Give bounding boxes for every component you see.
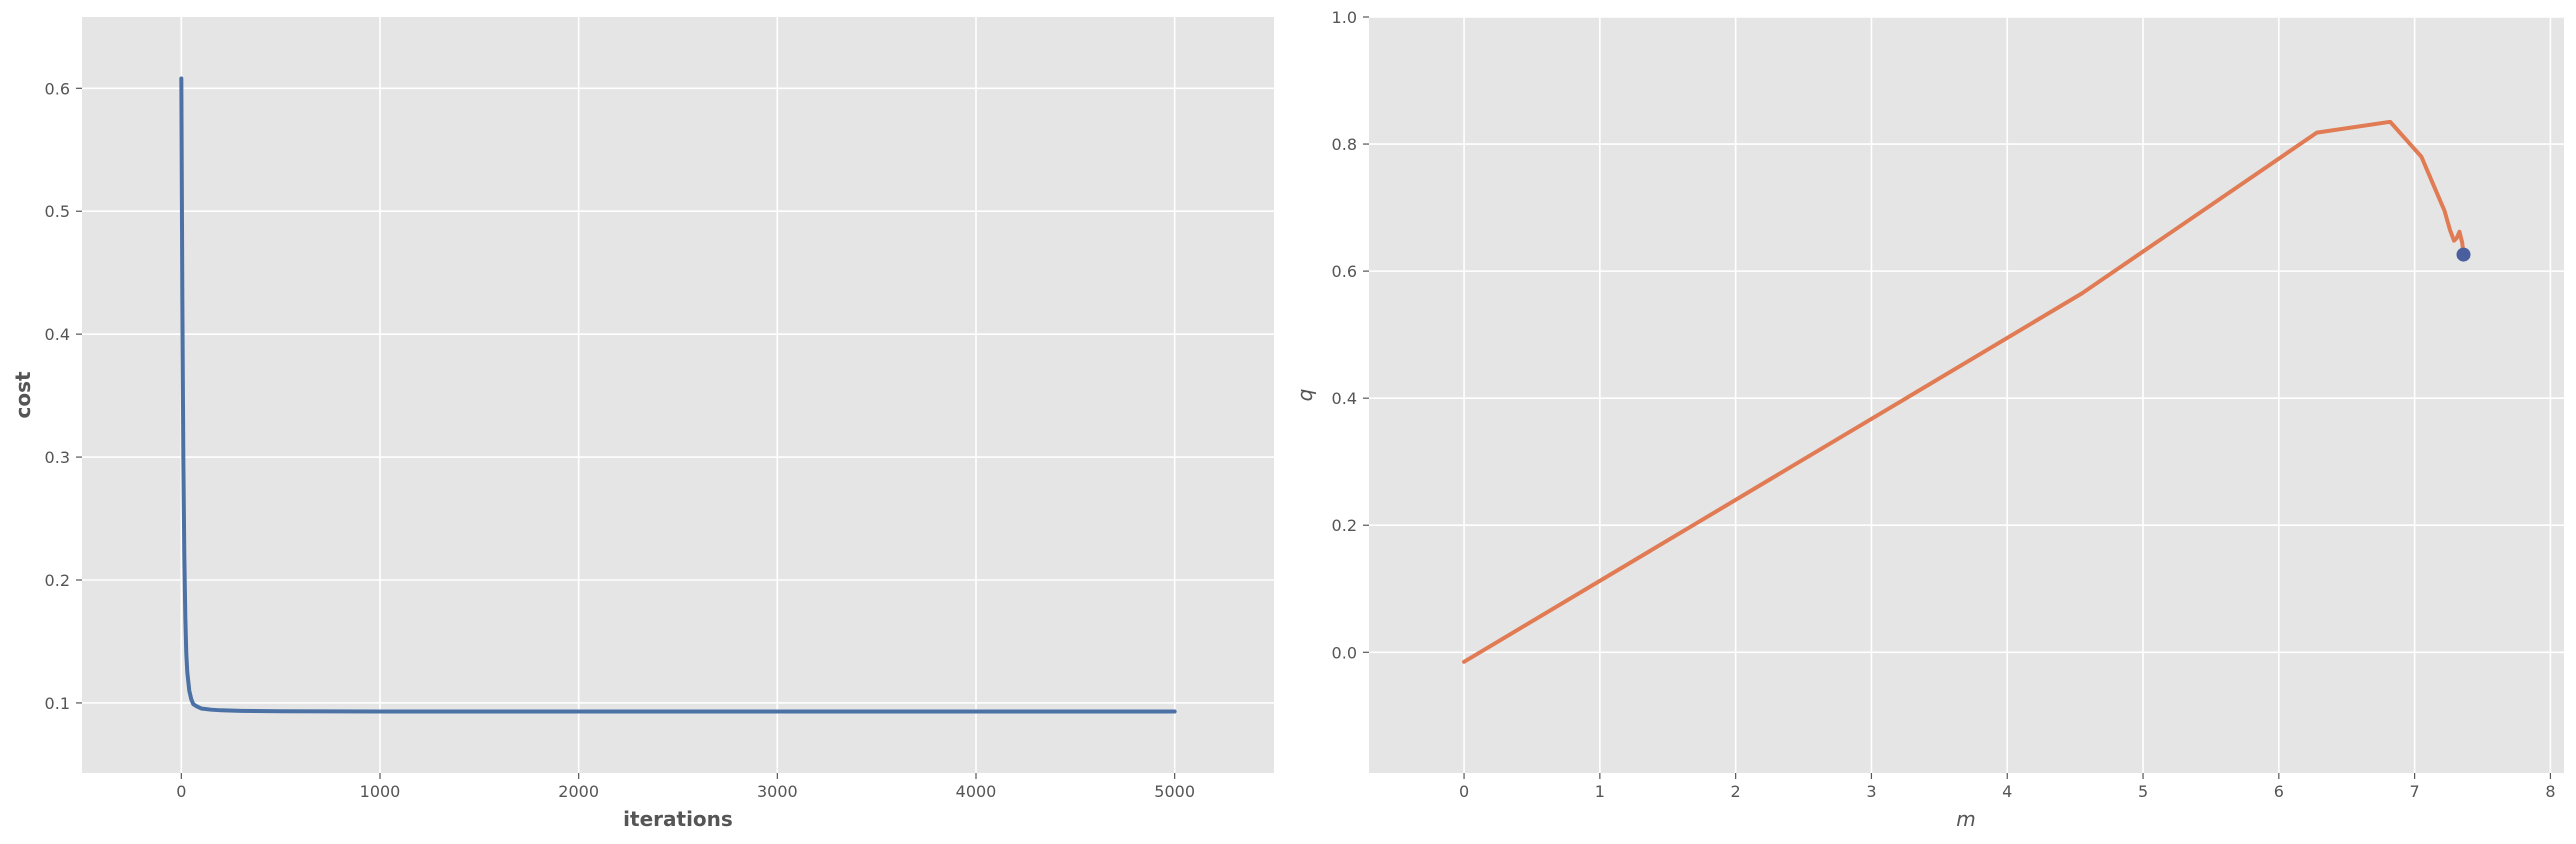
cost-x-axis-label: iterations	[623, 807, 733, 831]
mq-ticks: 0 1 2 3 4 5 6 7 8 0.0 0.2 0.4 0.6 0.8 1.0	[1332, 8, 2556, 801]
cost-grid	[82, 17, 1274, 773]
mq-plot-area	[1369, 17, 2564, 773]
mq-x-tick-label: 3	[1866, 782, 1876, 801]
cost-y-tick-label: 0.3	[45, 448, 70, 467]
mq-y-tick-label: 0.4	[1332, 389, 1357, 408]
cost-x-tick-label: 5000	[1154, 782, 1195, 801]
cost-y-tick-label: 0.5	[45, 202, 70, 221]
cost-x-tick-label: 0	[176, 782, 186, 801]
mq-x-tick-label: 1	[1595, 782, 1605, 801]
cost-series-line	[179, 76, 1177, 714]
cost-y-axis-label: cost	[11, 371, 35, 419]
cost-y-tick-label: 0.2	[45, 571, 70, 590]
mq-y-tick-label: 0.8	[1332, 135, 1357, 154]
mq-x-axis-label: m	[1956, 807, 1975, 831]
mq-x-tick-label: 7	[2410, 782, 2420, 801]
mq-x-tick-label: 8	[2545, 782, 2555, 801]
cost-y-tick-label: 0.1	[45, 694, 70, 713]
cost-y-tick-label: 0.6	[45, 79, 70, 98]
mq-y-tick-label: 1.0	[1332, 8, 1357, 27]
cost-chart: 0 1000 2000 3000 4000 50000.10.20.30.40.50.6 …	[11, 17, 1274, 831]
cost-x-tick-label: 1000	[360, 782, 401, 801]
mq-x-tick-label: 4	[2002, 782, 2012, 801]
mq-x-tick-label: 0	[1459, 782, 1469, 801]
mq-series-line	[1462, 119, 2466, 664]
mq-y-tick-label: 0.6	[1332, 262, 1357, 281]
cost-x-tick-label: 2000	[558, 782, 599, 801]
mq-x-tick-label: 6	[2274, 782, 2284, 801]
mq-x-tick-label: 2	[1731, 782, 1741, 801]
mq-x-tick-label: 5	[2138, 782, 2148, 801]
cost-x-tick-label: 3000	[757, 782, 798, 801]
cost-plot-area	[82, 17, 1274, 773]
mq-series	[1462, 119, 2471, 664]
cost-x-tick-label: 4000	[956, 782, 997, 801]
mq-grid	[1369, 16, 2564, 773]
mq-y-tick-label: 0.2	[1332, 516, 1357, 535]
mq-end-point-marker	[2456, 247, 2471, 262]
mq-y-axis-label: q	[1293, 389, 1317, 402]
mq-y-tick-label: 0.0	[1332, 643, 1357, 662]
cost-series	[179, 76, 1177, 714]
cost-ticks: 0 1000 2000 3000 4000 5000 0.1 0.2 0.3 0.4 0.5 0.6	[45, 79, 1195, 801]
mq-path-chart: 0 1 2 3 4 5 6 7 8 0.0 0.2 0.4 0.6 0.8 1.0 m q	[1293, 8, 2564, 831]
cost-y-tick-label: 0.4	[45, 325, 70, 344]
